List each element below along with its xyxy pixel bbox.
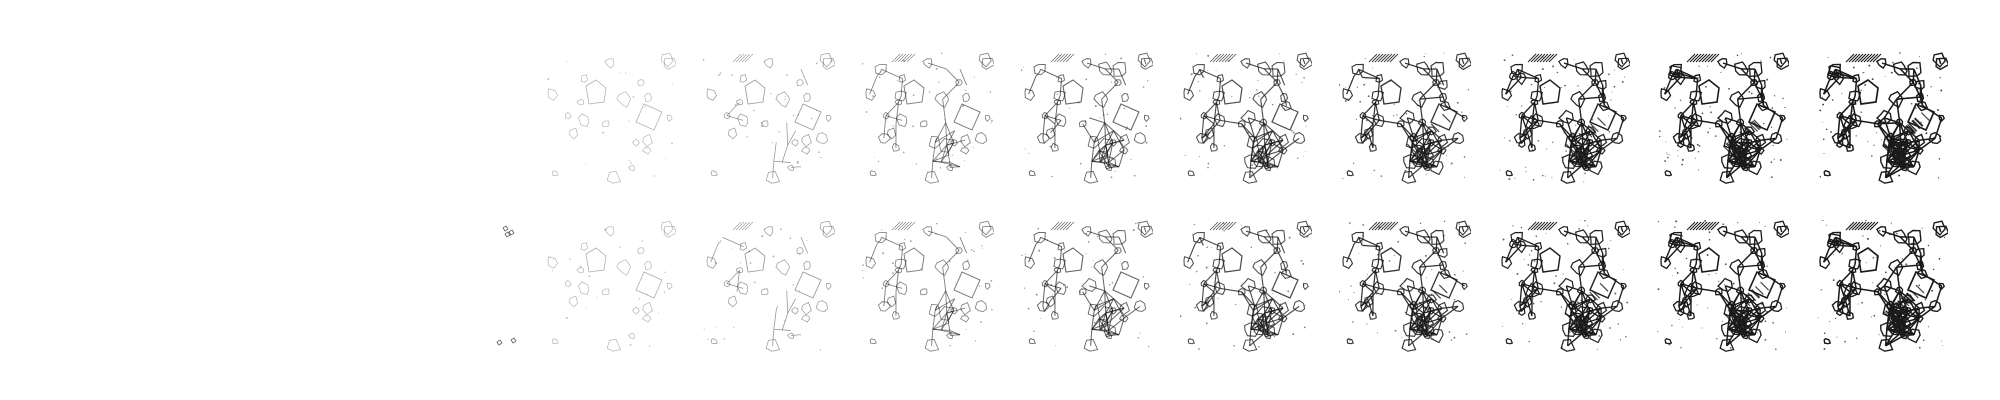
panel-image <box>547 220 676 352</box>
panel-image <box>862 52 994 184</box>
row-bottom-panel <box>544 220 676 352</box>
panel-image <box>703 220 835 352</box>
row-top-panel <box>1180 52 1312 184</box>
panel-image <box>1658 52 1789 184</box>
panel-image <box>547 52 676 184</box>
panel-image <box>1501 220 1630 352</box>
panel-image <box>385 52 517 184</box>
row-bottom-panel <box>1021 220 1153 352</box>
row-bottom-panel <box>1816 220 1948 352</box>
row-bottom-panel <box>1339 220 1471 352</box>
panel-image <box>1021 52 1153 184</box>
row-bottom-panel <box>1180 220 1312 352</box>
row-bottom-panel <box>1498 220 1630 352</box>
panel-image <box>1339 220 1471 352</box>
row-top-panel <box>1339 52 1471 184</box>
row-top-panel <box>1816 52 1948 184</box>
panel-image <box>1657 220 1789 352</box>
row-bottom-panel <box>1657 220 1789 352</box>
panel-image <box>496 225 517 346</box>
row-bottom-panel <box>385 220 517 352</box>
panel-image <box>1819 52 1948 184</box>
panel-image <box>1021 220 1153 352</box>
row-top-panel <box>703 52 835 184</box>
row-top-panel <box>1498 52 1630 184</box>
row-top-panel <box>862 52 994 184</box>
panel-image <box>862 220 994 352</box>
row-top-panel <box>1021 52 1153 184</box>
row-bottom-panel <box>703 220 835 352</box>
panel-image <box>1180 220 1312 352</box>
row-top-panel <box>1657 52 1789 184</box>
panel-image <box>1339 52 1471 184</box>
panel-image <box>1817 220 1948 352</box>
row-bottom-panel <box>862 220 994 352</box>
row-top-panel <box>385 52 517 184</box>
panel-image <box>1180 52 1312 184</box>
panel-image <box>1499 52 1630 184</box>
row-top-panel <box>544 52 676 184</box>
panel-image <box>703 52 835 184</box>
